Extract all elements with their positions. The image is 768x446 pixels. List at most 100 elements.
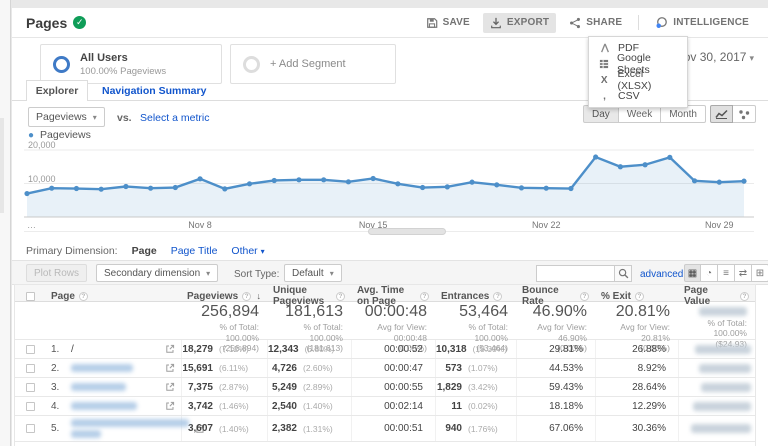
metric-dropdown[interactable]: Pageviews ▾ <box>28 107 105 127</box>
avg-time-cell: 00:00:51 <box>351 416 435 441</box>
tab-navigation-summary[interactable]: Navigation Summary <box>102 85 206 97</box>
redacted-page-name <box>71 419 189 438</box>
page-link[interactable]: / <box>71 343 74 355</box>
line-chart-toggle-button[interactable] <box>710 105 733 123</box>
col-header-page[interactable]: Page? <box>45 285 181 307</box>
chart-type-toggle <box>710 105 756 123</box>
col-header-avg-time[interactable]: Avg. Time on Page? <box>351 285 435 307</box>
row-checkbox[interactable] <box>25 382 35 392</box>
open-page-icon[interactable] <box>165 382 175 392</box>
bounce-cell: 59.43% <box>516 378 595 396</box>
col-header-unique-pageviews[interactable]: Unique Pageviews? <box>267 285 351 307</box>
open-page-icon[interactable] <box>165 401 175 411</box>
dimension-page[interactable]: Page <box>131 245 157 257</box>
download-icon <box>491 17 501 28</box>
excel-icon: X <box>600 74 608 86</box>
view-comparison-button[interactable]: ⇄ <box>735 264 752 282</box>
collapsed-sidebar[interactable] <box>0 0 11 446</box>
view-performance-button[interactable]: ≡ <box>718 264 735 282</box>
col-header-bounce-rate[interactable]: Bounce Rate? <box>516 285 595 307</box>
sort-type-dropdown[interactable]: Default ▾ <box>284 264 342 282</box>
motion-chart-toggle-button[interactable] <box>733 105 756 123</box>
dimension-page-title[interactable]: Page Title <box>170 245 218 257</box>
caret-down-icon: ▾ <box>749 53 754 63</box>
advanced-search-link[interactable]: advanced <box>640 269 684 280</box>
col-header-exit[interactable]: % Exit? <box>595 285 678 307</box>
total-value: 256,894 <box>201 303 259 320</box>
table-toolbar: Plot Rows Secondary dimension ▾ Sort Typ… <box>12 260 768 285</box>
select-metric-link[interactable]: Select a metric <box>140 112 210 124</box>
col-header-page-value[interactable]: Page Value? <box>678 285 755 307</box>
help-icon[interactable]: ? <box>740 291 749 301</box>
svg-text:Nov 15: Nov 15 <box>359 220 388 230</box>
legend-dot-icon: ● <box>28 129 35 141</box>
sort-desc-icon: ↓ <box>256 291 262 301</box>
help-icon[interactable]: ? <box>242 291 252 301</box>
segment-ring-icon <box>53 55 70 73</box>
help-icon[interactable]: ? <box>493 291 503 301</box>
export-button[interactable]: EXPORT <box>482 12 557 33</box>
search-input[interactable] <box>536 265 614 282</box>
csv-icon: , <box>603 90 606 102</box>
legend-label: Pageviews <box>40 129 91 141</box>
row-checkbox[interactable] <box>25 424 35 433</box>
open-page-icon[interactable] <box>165 344 175 354</box>
col-header-entrances[interactable]: Entrances? <box>435 285 516 307</box>
view-percentage-button[interactable]: ◔ <box>701 264 718 282</box>
save-button[interactable]: SAVE <box>419 13 477 33</box>
chart-legend: ● Pageviews <box>28 129 91 141</box>
intelligence-button[interactable]: INTELLIGENCE <box>648 12 756 33</box>
search-button[interactable] <box>614 265 632 282</box>
totals-bounce-rate: 46.90% Avg for View: 46.90% (0.00%) <box>532 303 587 354</box>
row-checkbox[interactable] <box>25 344 35 354</box>
help-icon[interactable]: ? <box>635 291 645 301</box>
help-icon[interactable]: ? <box>336 291 345 301</box>
select-all-checkbox[interactable] <box>25 291 35 301</box>
export-google-sheets-item[interactable]: Google Sheets <box>589 52 687 76</box>
header-label: Avg. Time on Page <box>357 285 405 307</box>
dimension-other-dropdown[interactable]: Other ▾ <box>231 245 264 257</box>
export-excel-item[interactable]: X Excel (XLSX) <box>589 68 687 92</box>
caret-down-icon: ▾ <box>206 268 211 278</box>
primary-dimension-row: Primary Dimension: Page Page Title Other… <box>26 245 265 257</box>
open-page-icon[interactable] <box>195 424 205 434</box>
table-row-clipped <box>15 441 755 446</box>
segment-all-users[interactable]: All Users 100.00% Pageviews <box>40 44 222 84</box>
help-icon[interactable]: ? <box>580 291 589 301</box>
col-header-pageviews[interactable]: Pageviews? ↓ <box>181 285 267 307</box>
share-button[interactable]: SHARE <box>562 13 629 33</box>
view-table-button[interactable]: ▦ <box>684 264 701 282</box>
open-page-icon[interactable] <box>165 363 175 373</box>
avg-time-cell: 00:00:47 <box>351 359 435 377</box>
plot-rows-button[interactable]: Plot Rows <box>26 264 88 282</box>
tab-navigation-summary-label: Navigation Summary <box>102 85 207 97</box>
export-pdf-item[interactable]: PDF <box>589 40 687 56</box>
ytick-10000: 10,000 <box>28 174 56 184</box>
totals-page-value: % of Total: 100.00% ($24.93) <box>678 302 755 354</box>
bounce-cell: 44.53% <box>516 359 595 377</box>
row-checkbox[interactable] <box>25 363 35 373</box>
pageviews-chart[interactable]: Nov 8 Nov 15 Nov 22 Nov 29… <box>24 146 754 232</box>
redacted-page-value <box>695 344 751 354</box>
day-label: Day <box>592 108 610 120</box>
date-range-selector[interactable]: Nov 30, 2017 ▾ <box>675 50 754 64</box>
date-range-label: Nov 30, 2017 <box>675 50 747 64</box>
tab-explorer[interactable]: Explorer <box>26 80 88 101</box>
view-pivot-button[interactable]: ⊞ <box>752 264 768 282</box>
redacted-page-value <box>693 401 751 411</box>
help-icon[interactable]: ? <box>420 291 429 301</box>
totals-pageviews: 256,894% of Total: 100.00% (256,894) <box>201 303 259 354</box>
help-icon[interactable]: ? <box>78 291 88 301</box>
add-segment-button[interactable]: + Add Segment <box>230 44 396 84</box>
verified-badge-icon: ✓ <box>73 16 87 29</box>
row-number: 3. <box>51 381 60 393</box>
avg-time-cell: 00:00:52 <box>351 340 435 358</box>
secondary-dimension-dropdown[interactable]: Secondary dimension ▾ <box>96 264 219 282</box>
svg-text:…: … <box>27 220 36 230</box>
row-checkbox[interactable] <box>25 401 35 411</box>
view-switcher: ▦ ◔ ≡ ⇄ ⊞ <box>684 264 768 282</box>
chart-scrollbar[interactable] <box>368 228 446 235</box>
segment-subtitle: 100.00% Pageviews <box>80 65 167 77</box>
export-csv-item[interactable]: , CSV <box>589 88 687 104</box>
